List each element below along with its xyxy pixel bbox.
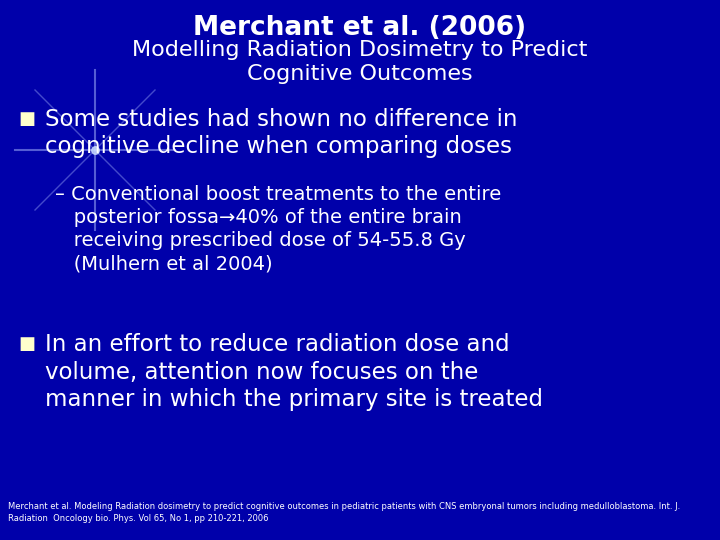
Text: ■: ■	[18, 335, 35, 353]
Point	[89, 146, 101, 154]
Text: ■: ■	[18, 110, 35, 128]
Text: Modelling Radiation Dosimetry to Predict
Cognitive Outcomes: Modelling Radiation Dosimetry to Predict…	[132, 40, 588, 84]
Text: In an effort to reduce radiation dose and
volume, attention now focuses on the
m: In an effort to reduce radiation dose an…	[45, 333, 543, 411]
Text: – Conventional boost treatments to the entire
   posterior fossa→40% of the enti: – Conventional boost treatments to the e…	[55, 185, 501, 274]
Text: Merchant et al. Modeling Radiation dosimetry to predict cognitive outcomes in pe: Merchant et al. Modeling Radiation dosim…	[8, 502, 680, 523]
Text: Some studies had shown no difference in
cognitive decline when comparing doses: Some studies had shown no difference in …	[45, 108, 518, 159]
Text: Merchant et al. (2006): Merchant et al. (2006)	[194, 15, 526, 41]
